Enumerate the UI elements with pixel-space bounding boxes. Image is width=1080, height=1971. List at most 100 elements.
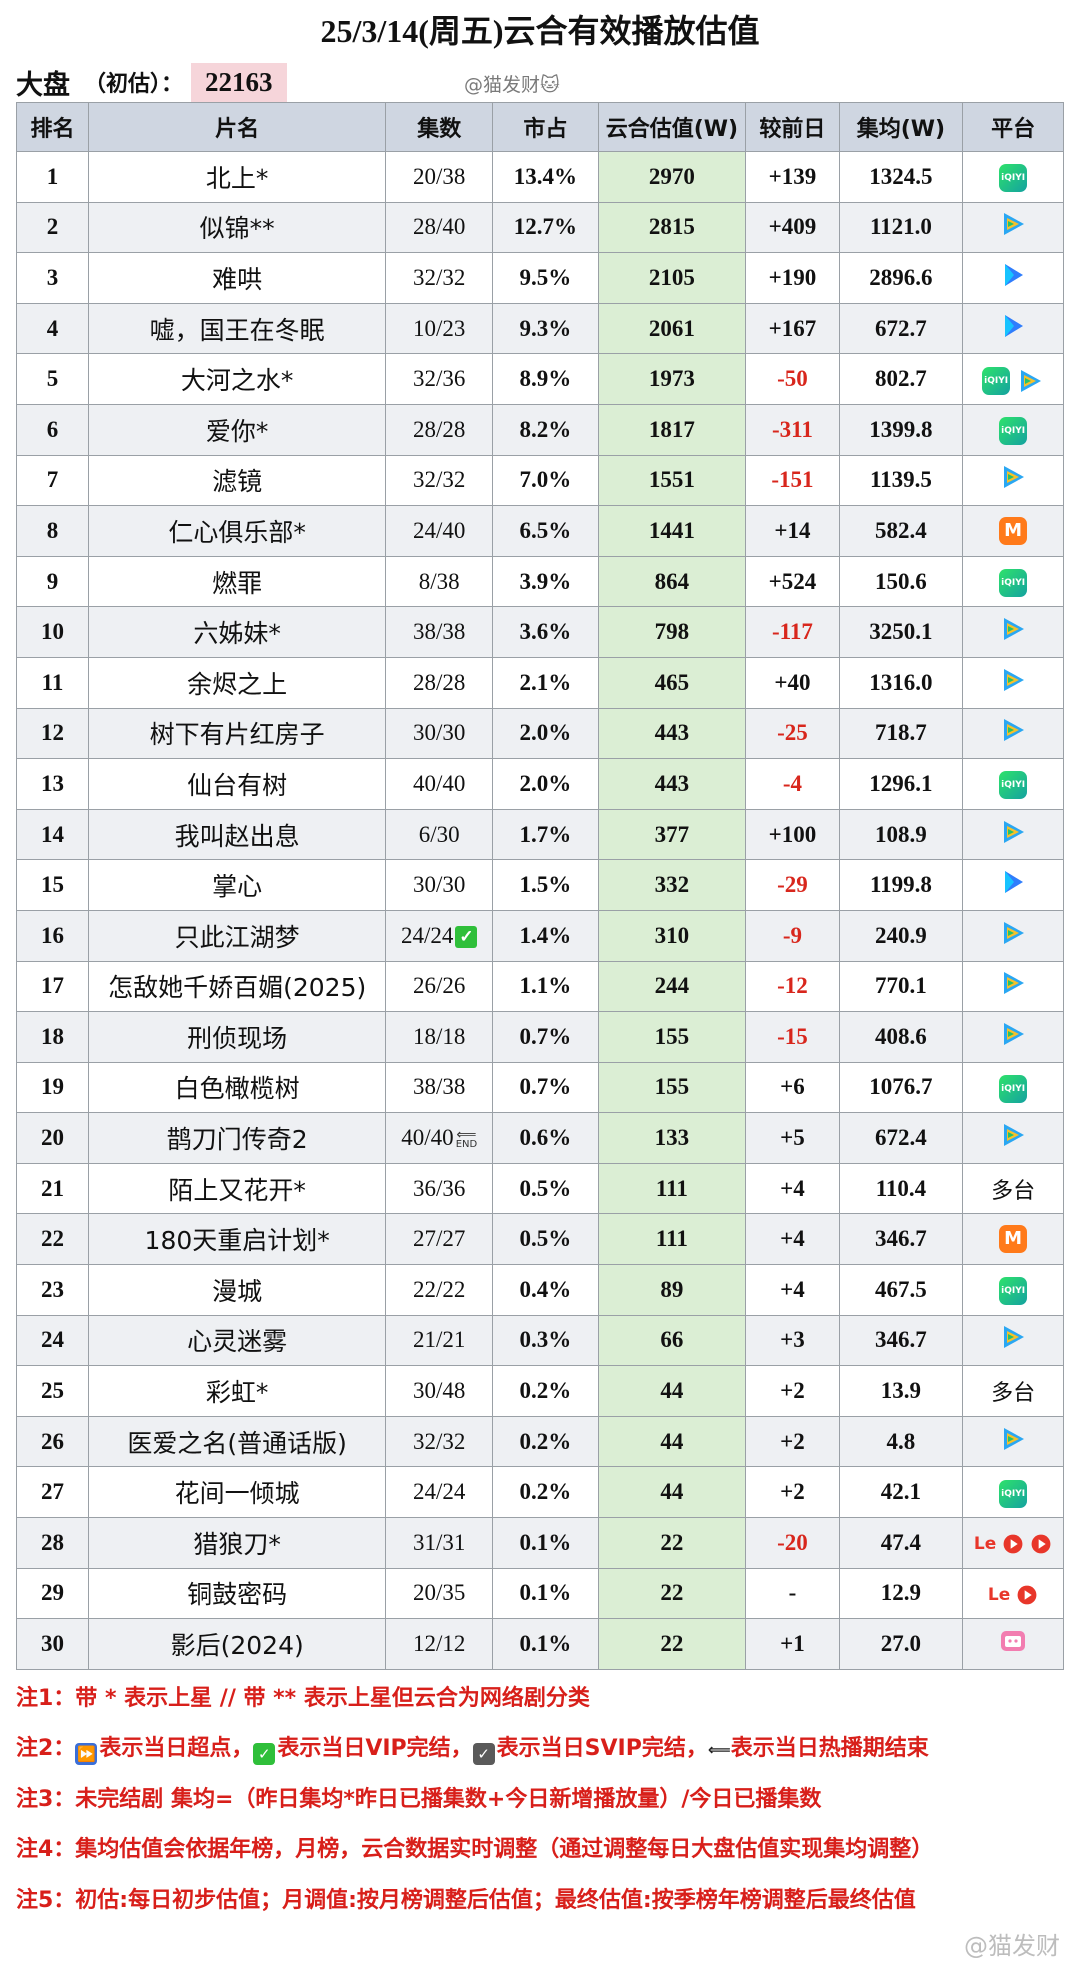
rank-cell-text: 29 xyxy=(40,1580,64,1606)
episodes-cell: 12/12 xyxy=(385,1618,494,1670)
platform-cell xyxy=(962,454,1064,507)
platform-cell xyxy=(962,1112,1064,1164)
change-cell-text: -12 xyxy=(777,973,808,999)
rank-cell: 3 xyxy=(16,252,89,304)
rank-cell-text: 2 xyxy=(46,214,59,240)
rank-cell: 2 xyxy=(16,201,89,254)
episodes-cell: 30/30 xyxy=(385,707,494,760)
share-cell-text: 9.5% xyxy=(519,264,572,290)
rank-cell-text: 15 xyxy=(40,872,64,898)
table-row: 30 影后(2024) 12/12 0.1% 22 +1 27.0 xyxy=(16,1618,1064,1670)
estimate-cell: 1551 xyxy=(597,454,747,507)
average-cell-text: 1139.5 xyxy=(869,467,932,493)
episodes-cell-text: 30/30 xyxy=(413,872,466,898)
platform-icons: iQIYI xyxy=(999,417,1028,446)
table-row: 19 白色橄榄树 38/38 0.7% 155 +6 1076.7 iQIYI xyxy=(16,1061,1064,1114)
estimate-cell-text: 1817 xyxy=(648,416,695,442)
share-cell-text: 0.6% xyxy=(519,1125,572,1151)
estimate-cell-text: 133 xyxy=(654,1125,690,1151)
episodes-cell: 32/32 xyxy=(385,252,494,304)
table-row: 10 六姊妹* 38/38 3.6% 798 -117 3250.1 xyxy=(16,606,1064,658)
rank-cell: 8 xyxy=(16,505,89,557)
mgtv-icon: M xyxy=(999,516,1028,545)
change-cell: -12 xyxy=(745,960,840,1013)
average-cell: 240.9 xyxy=(838,909,964,962)
rank-cell: 16 xyxy=(16,909,89,962)
episodes-cell-text: 30/48 xyxy=(413,1378,466,1404)
estimate-cell-text: 89 xyxy=(660,1276,684,1302)
estimate-cell-text: 44 xyxy=(660,1479,684,1505)
average-cell-text: 150.6 xyxy=(875,568,927,594)
average-cell: 2896.6 xyxy=(838,252,964,304)
share-cell-text: 0.1% xyxy=(519,1580,572,1606)
rank-cell-text: 27 xyxy=(40,1479,64,1505)
estimate-cell-text: 443 xyxy=(654,720,690,746)
title-cell: 花间一倾城 xyxy=(87,1466,387,1519)
rank-cell-text: 6 xyxy=(46,416,59,442)
title-cell-text: 掌心 xyxy=(212,872,263,902)
episodes-cell: 36/36 xyxy=(385,1162,494,1215)
episodes-cell: 38/38 xyxy=(385,1061,494,1114)
table-row: 3 难哄 32/32 9.5% 2105 +190 2896.6 xyxy=(16,252,1064,304)
rank-cell: 6 xyxy=(16,403,89,456)
change-cell-text: +6 xyxy=(780,1074,805,1100)
share-cell-text: 3.9% xyxy=(519,568,572,594)
title-cell-text: 爱你* xyxy=(205,416,269,446)
estimate-cell-text: 44 xyxy=(660,1378,684,1404)
platform-icons xyxy=(999,261,1027,289)
table-row: 2 似锦** 28/40 12.7% 2815 +409 1121.0 xyxy=(16,201,1064,254)
iqiyi-icon: iQIYI xyxy=(999,164,1028,193)
share-cell-text: 0.1% xyxy=(519,1631,572,1657)
table-row: 17 怎敌她千娇百媚(2025) 26/26 1.1% 244 -12 770.1 xyxy=(16,960,1064,1013)
average-cell: 108.9 xyxy=(838,808,964,861)
episodes-cell-text: 10/23 xyxy=(413,315,466,341)
estimate-cell: 332 xyxy=(597,859,747,911)
episodes-cell: 24/24 ✓ xyxy=(385,909,494,962)
platform-cell: Le xyxy=(962,1567,1064,1620)
share-cell-text: 0.2% xyxy=(519,1479,572,1505)
table-row: 6 爱你* 28/28 8.2% 1817 -311 1399.8 iQIYI xyxy=(16,403,1064,456)
column-header-estimate: 云合估值(W) xyxy=(597,102,747,152)
title-cell-text: 嘘，国王在冬眠 xyxy=(149,315,325,345)
estimate-cell-text: 1973 xyxy=(648,366,695,392)
letv-icon: Le xyxy=(987,1584,1011,1605)
share-cell-text: 0.2% xyxy=(519,1378,572,1404)
episodes-cell-text: 18/18 xyxy=(413,1023,466,1049)
platform-icons: M xyxy=(999,1225,1028,1254)
note-2-b: 表示当日VIP完结， xyxy=(277,1736,473,1762)
episodes-cell-text: 12/12 xyxy=(413,1631,466,1657)
table-row: 29 铜鼓密码 20/35 0.1% 22 - 12.9 Le xyxy=(16,1567,1064,1620)
platform-cell xyxy=(962,707,1064,760)
platform-cell: M xyxy=(962,505,1064,557)
youku-icon xyxy=(1005,871,1024,894)
estimate-cell: 798 xyxy=(597,606,747,658)
change-cell-text: +40 xyxy=(774,669,811,695)
change-cell: - xyxy=(745,1567,840,1620)
episodes-cell: 6/30 xyxy=(385,808,494,861)
average-cell: 1316.0 xyxy=(838,656,964,709)
rank-cell: 21 xyxy=(16,1162,89,1215)
note-2-a: 表示当日超点， xyxy=(99,1736,254,1762)
platform-cell xyxy=(962,656,1064,709)
rank-cell-text: 23 xyxy=(40,1276,64,1302)
iqiyi-icon: iQIYI xyxy=(999,1074,1028,1103)
table-row: 27 花间一倾城 24/24 0.2% 44 +2 42.1 iQIYI xyxy=(16,1466,1064,1519)
episodes-cell: 10/23 xyxy=(385,302,494,355)
share-cell: 2.0% xyxy=(492,758,599,810)
change-cell: +2 xyxy=(745,1415,840,1468)
episodes-cell: 20/38 xyxy=(385,151,494,203)
rank-cell: 5 xyxy=(16,353,89,405)
episodes-cell: 32/32 xyxy=(385,454,494,507)
title-cell-text: 180天重启计划* xyxy=(144,1226,330,1256)
estimate-cell-text: 22 xyxy=(660,1529,684,1555)
platform-cell xyxy=(962,1314,1064,1367)
platform-icons: iQIYI xyxy=(999,1074,1028,1103)
average-cell-text: 240.9 xyxy=(875,922,927,948)
estimate-cell-text: 111 xyxy=(655,1226,688,1252)
share-cell: 0.2% xyxy=(492,1415,599,1468)
rank-cell: 15 xyxy=(16,859,89,911)
rank-cell-text: 10 xyxy=(40,619,64,645)
letv-icon: Le xyxy=(973,1534,997,1555)
average-cell: 467.5 xyxy=(838,1264,964,1316)
average-cell: 4.8 xyxy=(838,1415,964,1468)
